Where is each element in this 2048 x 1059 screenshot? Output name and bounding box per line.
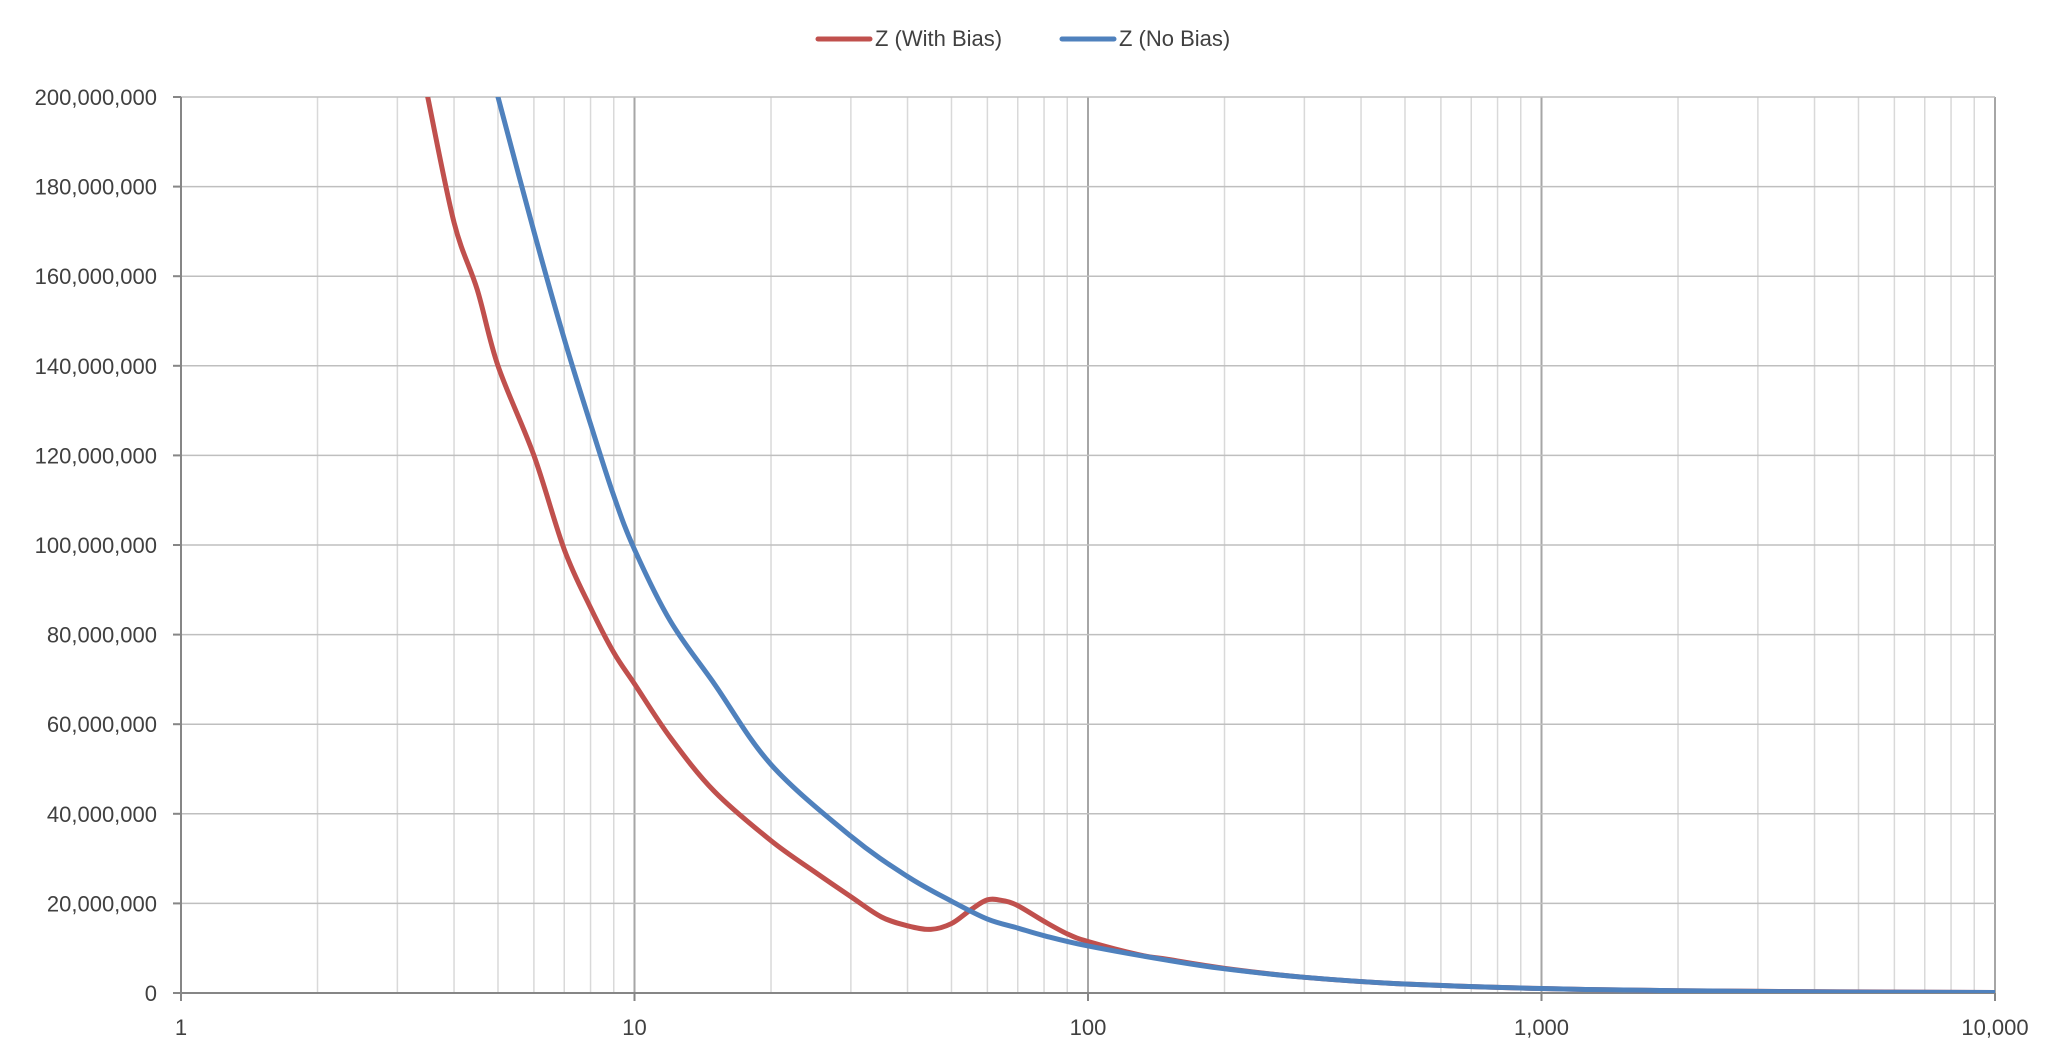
y-tick-label: 20,000,000 [47, 891, 157, 916]
y-tick-label: 160,000,000 [35, 264, 157, 289]
x-tick-label: 10,000 [1961, 1015, 2028, 1040]
legend-item: Z (No Bias) [1059, 26, 1230, 51]
legend-label: Z (With Bias) [875, 26, 1002, 51]
y-tick-label: 40,000,000 [47, 802, 157, 827]
legend-label: Z (No Bias) [1119, 26, 1230, 51]
tick-labels: 0 20,000,000 40,000,000 60,000,000 80,000,00… [35, 85, 2029, 1040]
x-tick-label: 100 [1070, 1015, 1107, 1040]
series-line-no-bias [495, 97, 1995, 993]
y-tick-label: 200,000,000 [35, 85, 157, 110]
legend: Z (With Bias) Z (No Bias) [815, 26, 1230, 51]
y-tick-label: 120,000,000 [35, 443, 157, 468]
y-tick-label: 100,000,000 [35, 533, 157, 558]
series-lines [425, 97, 1995, 993]
axes [173, 96, 1996, 1001]
gridlines [180, 96, 1996, 994]
y-tick-label: 180,000,000 [35, 175, 157, 200]
x-tick-label: 1 [175, 1015, 187, 1040]
legend-item: Z (With Bias) [815, 26, 1002, 51]
x-tick-label: 10 [622, 1015, 646, 1040]
x-tick-label: 1,000 [1514, 1015, 1569, 1040]
y-tick-label: 60,000,000 [47, 712, 157, 737]
y-tick-label: 0 [145, 981, 157, 1006]
y-tick-label: 80,000,000 [47, 623, 157, 648]
y-tick-label: 140,000,000 [35, 354, 157, 379]
